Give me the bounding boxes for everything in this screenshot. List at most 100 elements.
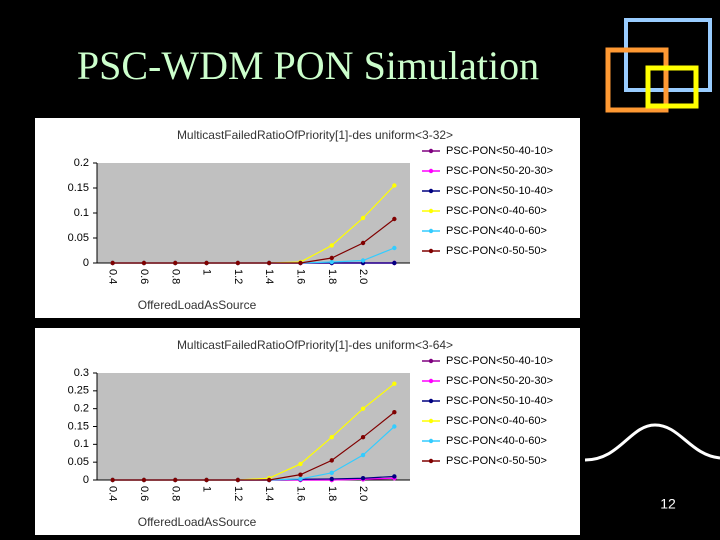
data-point: [110, 477, 115, 483]
legend-marker: [428, 398, 434, 404]
data-point: [173, 260, 178, 266]
data-point: [141, 477, 147, 483]
x-tick-label: 0.6: [138, 486, 150, 501]
data-point: [329, 259, 334, 265]
x-axis-label: OfferedLoadAsSource: [138, 298, 257, 312]
chart-title: MulticastFailedRatioOfPriority[1]-des un…: [177, 128, 453, 142]
y-tick-label: 0.2: [74, 157, 89, 169]
data-point: [360, 476, 366, 481]
data-point: [392, 183, 397, 188]
data-point: [360, 452, 366, 458]
x-tick-label: 0.4: [107, 486, 119, 501]
chart-title: MulticastFailedRatioOfPriority[1]-des un…: [177, 338, 453, 352]
legend-label: PSC-PON<0-50-50>: [446, 455, 547, 467]
legend-marker: [428, 358, 434, 364]
y-tick-label: 0.05: [68, 456, 89, 468]
data-point: [266, 477, 272, 483]
legend-marker: [428, 458, 434, 464]
legend-label: PSC-PON<50-10-40>: [446, 185, 553, 197]
x-tick-label: 2.0: [357, 486, 369, 501]
legend-label: PSC-PON<0-50-50>: [446, 245, 547, 257]
legend-label: PSC-PON<50-40-10>: [446, 145, 553, 157]
x-tick-label: 1: [201, 486, 213, 492]
legend-marker: [428, 168, 434, 174]
legend-marker: [428, 438, 434, 444]
legend-label: PSC-PON<50-40-10>: [446, 355, 553, 367]
data-point: [266, 260, 272, 266]
y-tick-label: 0.2: [74, 403, 89, 415]
legend-marker: [428, 378, 434, 384]
data-point: [360, 435, 366, 440]
data-point: [360, 258, 366, 263]
data-point: [392, 260, 397, 266]
y-tick-label: 0.25: [68, 385, 89, 397]
y-tick-label: 0.15: [68, 182, 89, 194]
x-tick-label: 2.0: [357, 269, 369, 284]
x-tick-label: 0.8: [169, 269, 181, 284]
x-tick-label: 0.6: [138, 269, 150, 284]
y-tick-label: 0.15: [68, 420, 89, 432]
legend-label: PSC-PON<40-0-60>: [446, 435, 547, 447]
data-point: [360, 215, 366, 221]
x-tick-label: 1: [201, 269, 213, 275]
legend-marker: [428, 248, 434, 254]
y-tick-label: 0: [83, 474, 89, 486]
x-tick-label: 0.8: [169, 486, 181, 501]
data-point: [392, 381, 397, 386]
legend-label: PSC-PON<50-20-30>: [446, 375, 553, 387]
data-point: [173, 477, 178, 483]
x-tick-label: 1.6: [295, 269, 307, 284]
data-point: [392, 410, 397, 415]
series-line: [112, 411, 395, 481]
deco-square: [645, 65, 699, 109]
data-point: [235, 477, 241, 483]
x-tick-label: 0.4: [107, 269, 119, 284]
legend-label: PSC-PON<0-40-60>: [446, 205, 547, 217]
x-axis-label: OfferedLoadAsSource: [138, 515, 257, 529]
data-point: [141, 260, 147, 266]
x-tick-label: 1.6: [295, 486, 307, 501]
plot-area: [97, 163, 410, 263]
data-point: [298, 461, 303, 467]
deco-curve: [584, 423, 720, 462]
y-tick-label: 0.1: [74, 438, 89, 450]
y-tick-label: 0: [83, 257, 89, 269]
legend-label: PSC-PON<50-20-30>: [446, 165, 553, 177]
page-number: 12: [660, 496, 676, 512]
data-point: [235, 260, 241, 266]
data-point: [392, 474, 397, 479]
data-point: [329, 255, 334, 261]
x-tick-label: 1.8: [326, 269, 338, 284]
data-point: [360, 240, 366, 246]
y-tick-label: 0.3: [74, 367, 89, 379]
data-point: [298, 472, 303, 477]
data-point: [329, 476, 334, 482]
legend-label: PSC-PON<40-0-60>: [446, 225, 547, 237]
data-point: [360, 406, 366, 411]
x-tick-label: 1.2: [232, 269, 244, 284]
legend-marker: [428, 188, 434, 194]
plot-area: [97, 373, 410, 480]
y-tick-label: 0.1: [74, 207, 89, 219]
legend-label: PSC-PON<0-40-60>: [446, 415, 547, 427]
legend-marker: [428, 208, 434, 214]
data-point: [298, 260, 303, 266]
data-point: [392, 216, 397, 222]
legend-marker: [428, 418, 434, 424]
data-point: [392, 245, 397, 251]
y-tick-label: 0.05: [68, 232, 89, 244]
data-point: [329, 470, 334, 476]
legend-marker: [428, 148, 434, 154]
data-point: [329, 435, 334, 440]
legend-marker: [428, 228, 434, 234]
deco-square: [605, 47, 669, 113]
slide-title: PSC-WDM PON Simulation: [77, 43, 539, 88]
data-point: [204, 260, 209, 266]
x-tick-label: 1.4: [263, 486, 275, 501]
data-point: [110, 260, 115, 266]
x-tick-label: 1.4: [263, 269, 275, 284]
data-point: [392, 424, 397, 429]
legend-label: PSC-PON<50-10-40>: [446, 395, 553, 407]
